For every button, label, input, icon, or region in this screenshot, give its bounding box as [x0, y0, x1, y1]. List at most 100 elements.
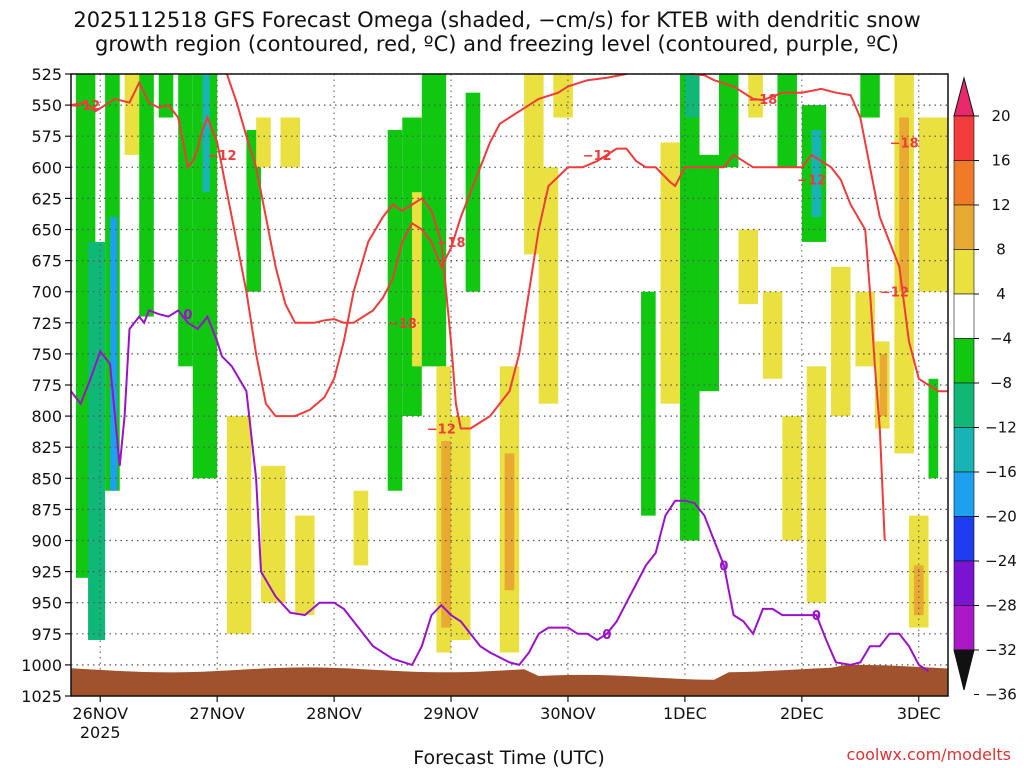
omega-cell-30	[641, 291, 656, 516]
purple-contour-label-0: 0	[183, 308, 192, 323]
omega-cell-32	[680, 74, 700, 541]
colorbar-label-0: 20	[991, 107, 1010, 125]
ytick-label-875: 875	[31, 500, 62, 519]
ytick-label-1025: 1025	[21, 687, 62, 706]
omega-cell-48	[879, 353, 888, 417]
ytick-label-600: 600	[31, 158, 62, 177]
colorbar-segment-12	[953, 605, 975, 651]
colorbar-segment-2	[953, 160, 975, 206]
red-contour-label-2: −12	[427, 423, 456, 438]
colorbar-label-3: 8	[996, 241, 1006, 259]
red-contour-label-6: −18	[388, 317, 417, 332]
omega-cell-43	[806, 366, 827, 603]
colorbar-label-6: −8	[990, 374, 1012, 392]
omega-cell-5	[139, 74, 154, 317]
omega-cell-53	[918, 117, 948, 292]
ground-fill	[71, 664, 948, 696]
colorbar-label-1: 16	[991, 152, 1010, 170]
colorbar-label-4: 4	[996, 285, 1006, 303]
omega-cell-11	[256, 117, 271, 168]
red-contour-label-3: −12	[583, 149, 612, 164]
red-contour-label-1: −12	[208, 149, 237, 164]
red-contour-label-4: −12	[797, 174, 826, 189]
omega-cell-29	[553, 74, 573, 118]
ytick-label-950: 950	[31, 594, 62, 613]
ytick-label-850: 850	[31, 469, 62, 488]
colorbar-label-9: −20	[985, 508, 1017, 526]
ytick-label-775: 775	[31, 376, 62, 395]
omega-cell-41	[811, 129, 822, 218]
colorbar-label-7: −12	[985, 419, 1017, 437]
colorbar-segment-1	[953, 115, 975, 161]
omega-cell-26	[504, 453, 515, 591]
colorbar-segment-4	[953, 249, 975, 295]
red-contour-label-5: −12	[880, 286, 909, 301]
colorbar-segment-3	[953, 204, 975, 250]
colorbar-segment-9	[953, 471, 975, 517]
colorbar-bottom-arrow	[953, 649, 975, 691]
ytick-label-1000: 1000	[21, 656, 62, 675]
ytick-label-825: 825	[31, 438, 62, 457]
omega-cell-35	[719, 74, 739, 168]
contour-layer: −12 −12 −12 −12 −12 −12 −18 −18 −18 −18 0 0 0 0	[70, 73, 948, 672]
ytick-label-975: 975	[31, 625, 62, 644]
omega-cell-45	[855, 291, 875, 367]
omega-shading	[75, 74, 948, 653]
ytick-label-725: 725	[31, 314, 62, 333]
omega-cell-34	[699, 154, 720, 392]
omega-cell-6	[158, 74, 174, 118]
colorbar-label-5: −4	[990, 330, 1012, 348]
xtick-label-2DEC: 2DEC	[780, 704, 824, 723]
xtick-label-1DEC: 1DEC	[663, 704, 707, 723]
omega-cell-36	[738, 229, 758, 305]
colorbar-label-13: −36	[985, 686, 1017, 704]
purple-contour-label-2: 0	[719, 559, 728, 574]
omega-cell-14	[261, 465, 286, 603]
colorbar-top-arrow	[953, 76, 975, 117]
omega-cell-17	[387, 129, 403, 491]
omega-cell-12	[280, 117, 300, 168]
omega-cell-38	[762, 291, 783, 379]
omega-cell-9	[202, 74, 210, 193]
colorbar-label-2: 12	[991, 196, 1010, 214]
ytick-label-650: 650	[31, 221, 62, 240]
omega-cell-33	[684, 74, 700, 118]
omega-cell-31	[660, 142, 681, 404]
omega-cell-7	[178, 74, 193, 367]
ytick-label-625: 625	[31, 189, 62, 208]
ytick-label-750: 750	[31, 345, 62, 364]
omega-cell-13	[226, 416, 252, 634]
red-contour-label-9: −18	[890, 136, 919, 151]
purple-contour-0	[70, 309, 930, 672]
colorbar-label-8: −16	[985, 463, 1017, 481]
ytick-label-675: 675	[31, 252, 62, 271]
grid-lines	[71, 73, 948, 697]
colorbar-segment-11	[953, 560, 975, 606]
purple-contour-label-1: 0	[602, 628, 611, 643]
red-contour-label-8: −18	[748, 93, 777, 108]
colorbar-segment-7	[953, 382, 975, 428]
omega-cell-28	[524, 74, 544, 255]
ytick-label-550: 550	[31, 96, 62, 115]
omega-cell-21	[465, 92, 481, 292]
ytick-label-575: 575	[31, 127, 62, 146]
omega-cell-1	[88, 241, 106, 641]
omega-cell-52	[913, 565, 924, 616]
xtick-label-28NOV: 28NOV	[306, 704, 362, 723]
red-contour-2	[689, 73, 948, 393]
chart-title-line2: growth region (contoured, red, ºC) and f…	[95, 32, 899, 56]
omega-cell-54	[928, 378, 939, 479]
omega-cell-3	[109, 217, 118, 491]
ytick-label-925: 925	[31, 563, 62, 582]
xtick-label-30NOV: 30NOV	[540, 704, 596, 723]
colorbar-segment-5	[953, 293, 975, 339]
colorbar-segment-8	[953, 427, 975, 473]
omega-cell-4	[124, 74, 140, 155]
omega-cell-46	[860, 74, 880, 118]
xtick-label-27NOV: 27NOV	[189, 704, 245, 723]
xtick-sublabel-26NOV: 2025	[80, 723, 121, 742]
xtick-label-3DEC: 3DEC	[897, 704, 941, 723]
omega-cell-16	[353, 490, 369, 566]
